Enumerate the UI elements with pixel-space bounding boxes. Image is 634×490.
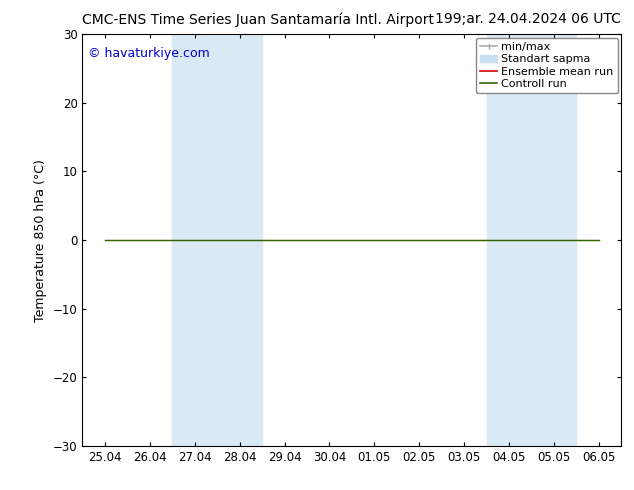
Bar [531, 34, 576, 446]
Bar [172, 34, 217, 446]
Bar [217, 34, 262, 446]
Y-axis label: Temperature 850 hPa (°C): Temperature 850 hPa (°C) [34, 159, 48, 321]
Bar [487, 34, 531, 446]
Text: © havaturkiye.com: © havaturkiye.com [87, 47, 210, 60]
Text: CMC-ENS Time Series Juan Santamaría Intl. Airport: CMC-ENS Time Series Juan Santamaría Intl… [82, 12, 434, 27]
Legend: min/max, Standart sapma, Ensemble mean run, Controll run: min/max, Standart sapma, Ensemble mean r… [476, 38, 618, 93]
Text: 199;ar. 24.04.2024 06 UTC: 199;ar. 24.04.2024 06 UTC [436, 12, 621, 26]
